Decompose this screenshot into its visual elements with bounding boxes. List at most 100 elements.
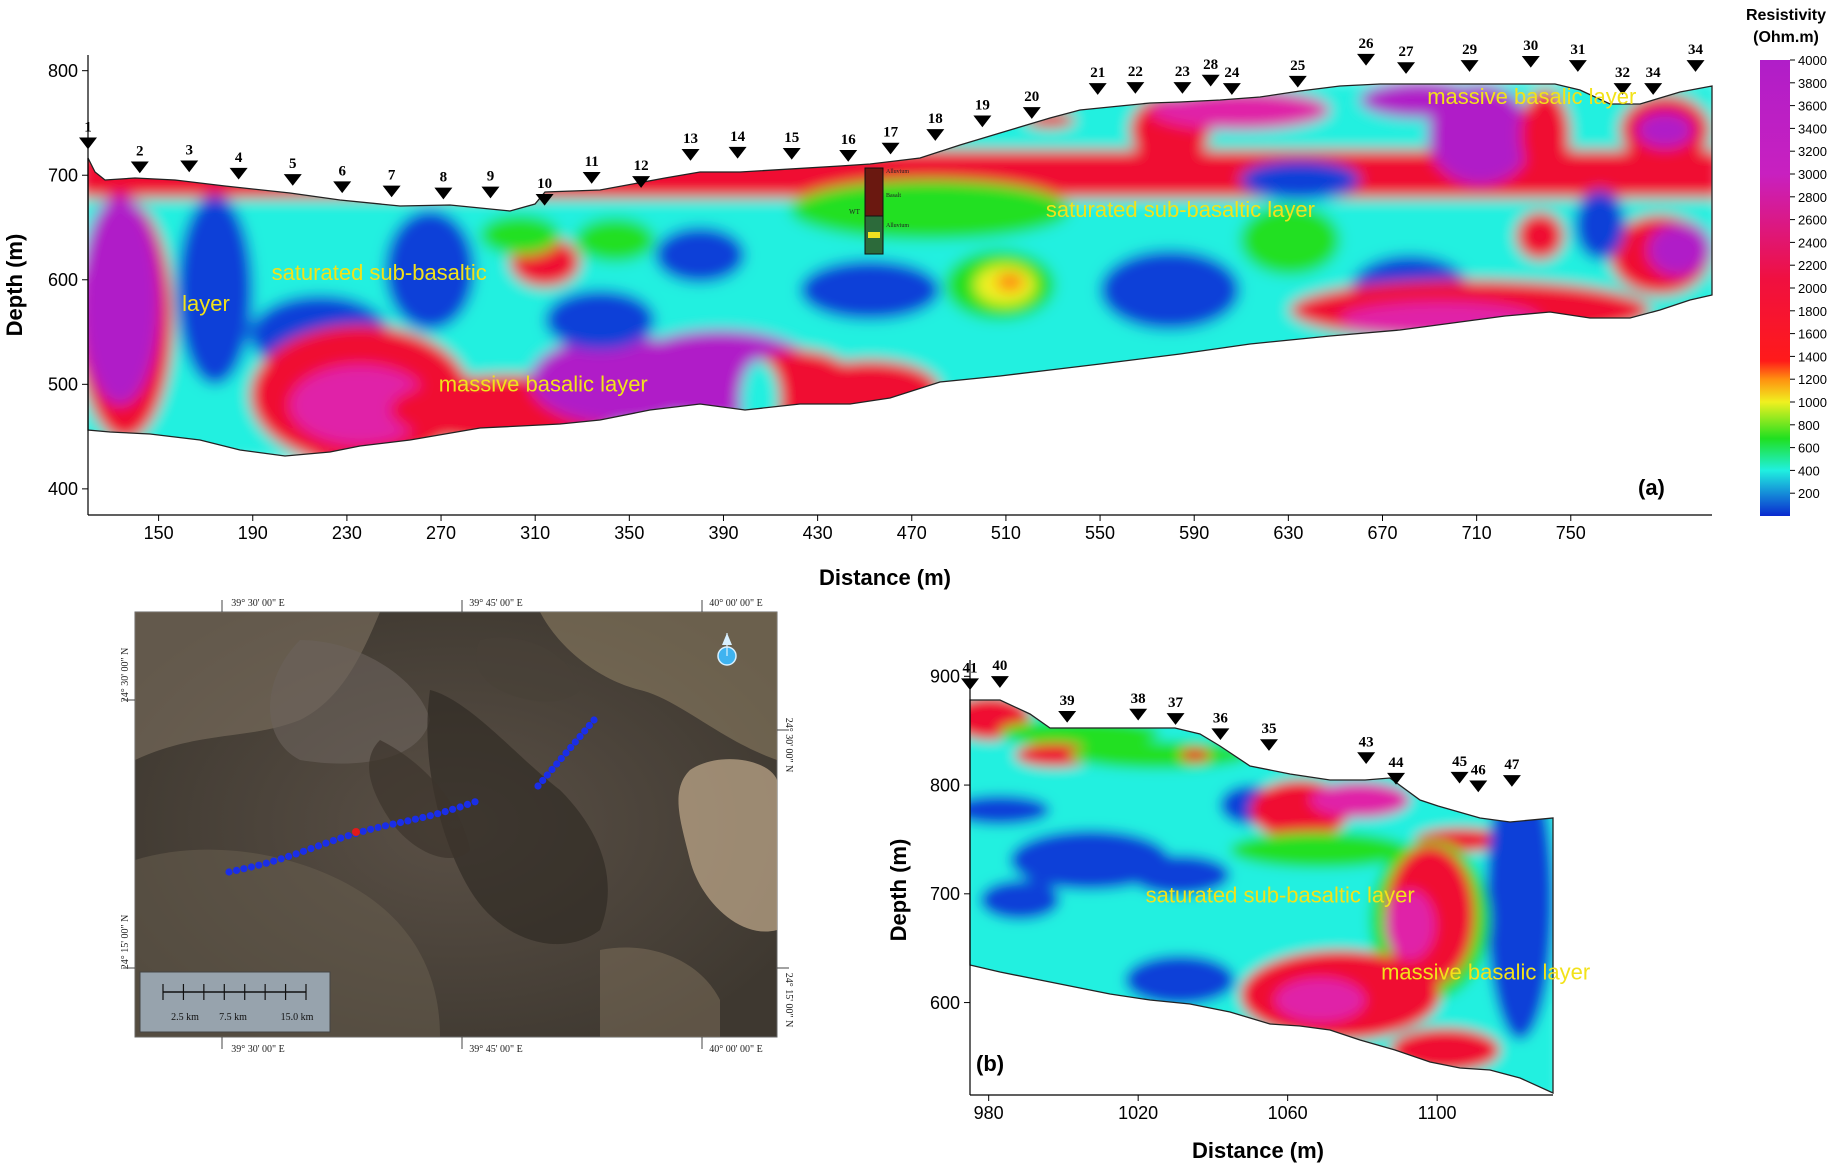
borehole-log: Alluvium Basalt Alluvium WT — [849, 167, 909, 255]
panel-a-x-tick-label: 630 — [1273, 523, 1303, 543]
survey-point — [534, 782, 542, 790]
panel-a-x-tick-label: 430 — [803, 523, 833, 543]
panel-b-station-marker-icon — [1211, 728, 1230, 741]
lat-label-left-2: 24° 15' 00" N — [120, 915, 131, 970]
survey-point — [359, 827, 367, 835]
location-map: 2.5 km 7.5 km 15.0 km 39° 30' 00" E 39° … — [120, 598, 794, 1055]
colorbar-tick-label: 3600 — [1798, 99, 1827, 114]
panel-a-resistivity-zone — [1150, 90, 1330, 130]
survey-point — [247, 863, 255, 871]
panel-a-resistivity-zone — [740, 360, 780, 440]
panel-a-station-label: 26 — [1359, 36, 1375, 52]
panel-a-station-marker-icon — [926, 129, 945, 141]
panel-a-station-marker-icon — [728, 146, 747, 159]
panel-a-station-label: 7 — [388, 168, 396, 184]
panel-b-station-label: 43 — [1359, 734, 1374, 750]
panel-a-x-tick-label: 270 — [426, 523, 456, 543]
panel-b-resistivity-zone — [1015, 743, 1095, 767]
panel-b-resistivity-zone — [1180, 748, 1210, 762]
survey-point — [585, 721, 593, 730]
borehole-marker — [352, 828, 360, 836]
panel-a-station-label: 28 — [1203, 57, 1218, 73]
survey-point — [299, 847, 308, 855]
panel-b-resistivity-zone — [1310, 782, 1410, 818]
colorbar-ramp — [1760, 60, 1790, 516]
survey-point — [322, 839, 330, 847]
panel-a-station-label: 19 — [975, 98, 990, 114]
survey-point — [557, 754, 565, 763]
panel-a-station-label: 24 — [1224, 65, 1240, 81]
survey-point — [344, 832, 352, 840]
panel-b-station-label: 35 — [1261, 721, 1276, 737]
panel-a-resistivity-zone — [1637, 112, 1693, 148]
panel-a-station-label: 25 — [1290, 58, 1305, 74]
panel-a-station-marker-icon — [632, 176, 651, 188]
panel-a-resistivity-zone — [290, 365, 430, 445]
panel-b-station-marker-icon — [1387, 772, 1406, 785]
panel-b-x-tick-label: 1060 — [1268, 1103, 1308, 1123]
panel-a-x-tick-label: 230 — [332, 523, 362, 543]
survey-point — [374, 823, 382, 832]
panel-b-station-marker-icon — [961, 678, 979, 691]
panel-a-station-label: 6 — [338, 163, 346, 179]
survey-point — [240, 865, 248, 873]
lon-label-top-2: 39° 45' 00" E — [469, 598, 523, 609]
survey-point — [571, 738, 579, 746]
panel-b-resistivity-zone — [1385, 890, 1435, 960]
panel-b-layer-label: saturated sub-basaltic layer — [1146, 883, 1415, 908]
panel-a-station-label: 14 — [730, 129, 746, 145]
panel-a-station-label: 3 — [185, 143, 193, 159]
survey-point — [562, 749, 570, 757]
panel-a-station-marker-icon — [1022, 107, 1041, 119]
survey-point — [262, 859, 270, 867]
panel-a-station-marker-icon — [333, 181, 352, 194]
panel-a-y-tick-label: 600 — [48, 270, 78, 290]
survey-point — [225, 868, 233, 876]
panel-a-layer-label: saturated sub-basaltic layer — [1046, 197, 1315, 222]
borehole-label-2: Basalt — [886, 193, 901, 199]
panel-b-resistivity-zone — [1130, 855, 1230, 895]
panel-b-x-axis-title: Distance (m) — [1192, 1138, 1324, 1163]
panel-b-station-marker-icon — [1058, 710, 1077, 723]
panel-b-station-marker-icon — [1450, 771, 1469, 784]
panel-b-y-tick-label: 900 — [930, 667, 960, 687]
survey-point — [463, 800, 472, 809]
survey-point — [441, 808, 449, 816]
panel-a-station-label: 18 — [928, 111, 943, 127]
panel-a-station-label: 34 — [1688, 42, 1704, 58]
panel-a-station-label: 16 — [841, 132, 857, 148]
panel-a-station-label: 8 — [440, 170, 448, 186]
panel-a-station-label: 29 — [1462, 42, 1477, 58]
survey-point — [396, 818, 405, 827]
panel-a-resistivity-zone — [1516, 212, 1564, 260]
panel-a-resistivity-zone — [996, 273, 1024, 291]
survey-point — [553, 760, 561, 768]
panel-b-station-label: 37 — [1168, 695, 1184, 711]
panel-b-resistivity-zone — [1070, 741, 1250, 769]
panel-a-station-marker-icon — [1613, 83, 1632, 95]
panel-a-station-marker-icon — [481, 186, 500, 199]
borehole-label-4: WT — [849, 208, 861, 216]
panel-a-station-label: 34 — [1646, 65, 1662, 81]
panel-a-x-axis-title: Distance (m) — [819, 565, 951, 590]
panel-a-station-marker-icon — [782, 147, 801, 160]
survey-point — [314, 842, 323, 850]
panel-a-station-label: 1 — [84, 120, 92, 136]
colorbar-tick-label: 1400 — [1798, 349, 1827, 364]
panel-a-station-label: 21 — [1090, 65, 1105, 81]
survey-point — [307, 845, 315, 853]
survey-point — [277, 855, 285, 863]
panel-a-station-label: 2 — [136, 144, 144, 160]
panel-a-station-marker-icon — [229, 167, 248, 180]
panel-a-station-marker-icon — [130, 161, 149, 174]
panel-a-y-tick-label: 700 — [48, 166, 78, 186]
panel-a-x-tick-label: 750 — [1556, 523, 1586, 543]
panel-a-y-tick-label: 500 — [48, 375, 78, 395]
panel-a-x-tick-label: 670 — [1367, 523, 1397, 543]
panel-a-resistivity-zone — [1520, 90, 1570, 180]
panel-a-station-marker-icon — [1088, 83, 1107, 95]
panel-a-station-marker-icon — [1460, 60, 1479, 72]
panel-b-y-tick-label: 700 — [930, 884, 960, 904]
